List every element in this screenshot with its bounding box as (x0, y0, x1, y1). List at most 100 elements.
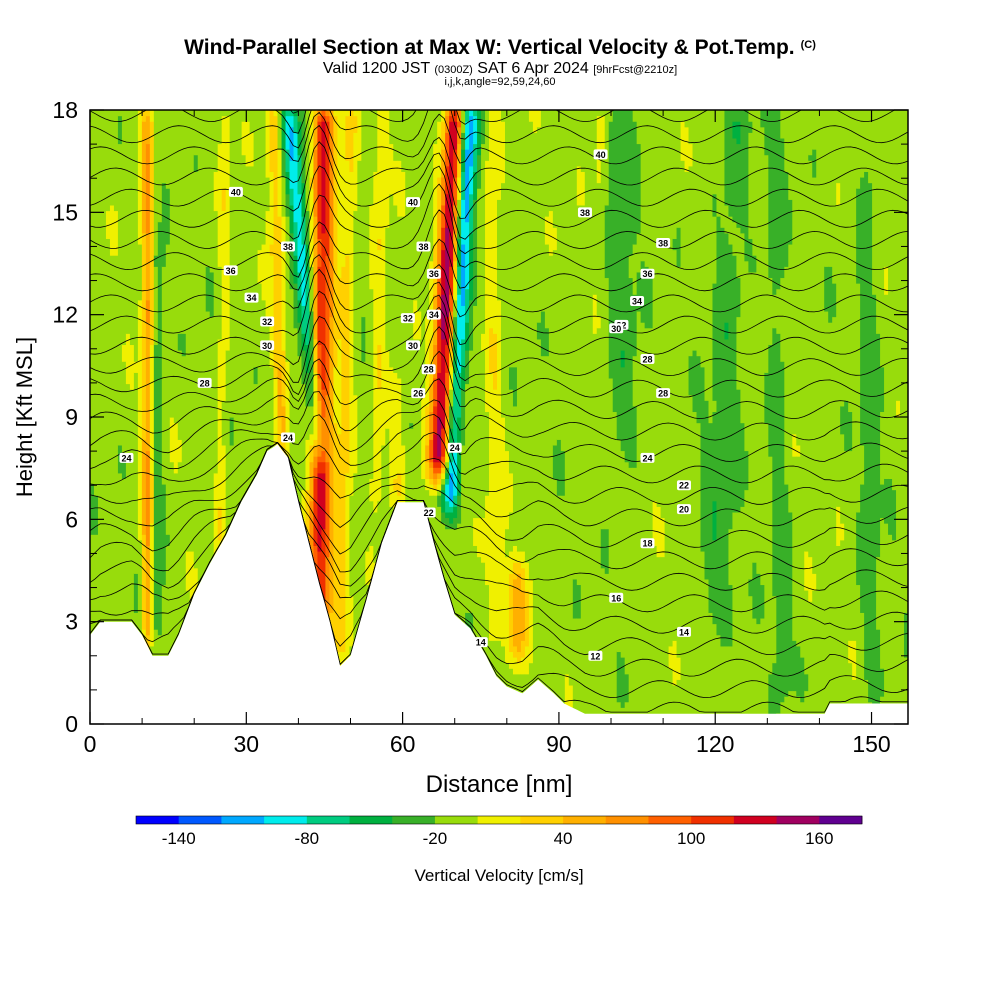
velocity-cell (377, 389, 382, 502)
velocity-cell (804, 110, 809, 552)
velocity-cell (772, 110, 777, 295)
velocity-cell (600, 567, 606, 724)
velocity-cell (425, 478, 430, 491)
velocity-cell (141, 110, 147, 122)
velocity-cell (493, 389, 498, 641)
svg-text:34: 34 (247, 293, 257, 303)
velocity-cell (600, 528, 606, 569)
velocity-cell (636, 271, 642, 312)
velocity-cell (880, 483, 885, 519)
velocity-cell (672, 238, 678, 251)
velocity-cell (165, 110, 171, 189)
velocity-cell (501, 121, 506, 184)
velocity-cell (317, 400, 323, 446)
velocity-cell (836, 182, 841, 206)
velocity-cell (333, 422, 338, 647)
velocity-cell (493, 110, 498, 334)
velocity-cell (133, 573, 139, 613)
velocity-cell (692, 350, 698, 413)
velocity-cell (345, 472, 350, 669)
velocity-cell (437, 478, 442, 485)
velocity-cell (880, 668, 885, 697)
velocity-cell (449, 472, 454, 502)
velocity-cell (377, 110, 382, 239)
svg-text:28: 28 (658, 389, 668, 399)
velocity-cell (445, 110, 450, 117)
velocity-cell (409, 422, 414, 429)
velocity-cell (437, 489, 442, 496)
velocity-cell (688, 143, 694, 167)
velocity-cell (317, 472, 323, 552)
velocity-cell (712, 216, 718, 284)
velocity-cell (449, 333, 454, 351)
velocity-cell (197, 110, 203, 724)
contour-label: 36 (426, 268, 441, 279)
velocity-cell (632, 355, 638, 407)
velocity-cell (449, 500, 454, 507)
velocity-cell (580, 171, 586, 206)
velocity-cell (121, 456, 127, 479)
velocity-cell (904, 110, 908, 613)
velocity-cell (333, 115, 338, 368)
velocity-cell (540, 310, 546, 357)
velocity-cell (333, 110, 338, 117)
velocity-cell (473, 171, 478, 200)
velocity-cell (425, 110, 430, 318)
velocity-cell (329, 316, 334, 613)
velocity-cell (712, 623, 718, 724)
velocity-cell (309, 433, 315, 446)
svg-text:40: 40 (596, 150, 606, 160)
velocity-cell (205, 266, 211, 312)
velocity-cell (253, 366, 259, 385)
contour-label: 40 (228, 186, 243, 197)
velocity-cell (616, 651, 622, 703)
contour-label: 28 (656, 388, 671, 399)
velocity-cell (417, 338, 422, 535)
contour-labels: 4040403838383836363634343432323230303028… (119, 149, 691, 661)
velocity-cell (133, 361, 139, 373)
velocity-cell (516, 562, 522, 574)
velocity-cell (449, 511, 454, 524)
colorbar-label: Vertical Velocity [cm/s] (414, 866, 583, 885)
svg-text:36: 36 (429, 269, 439, 279)
contour-label: 16 (609, 592, 624, 603)
velocity-cell (568, 684, 574, 724)
isentrope-line (90, 110, 908, 149)
y-tick-label: 6 (65, 506, 78, 532)
svg-text:32: 32 (262, 317, 272, 327)
velocity-cell (337, 277, 342, 340)
velocity-cell (461, 149, 466, 172)
velocity-cell (696, 422, 702, 724)
velocity-cell (145, 115, 151, 145)
velocity-cell (620, 657, 626, 708)
velocity-cell (760, 584, 765, 619)
velocity-cell (600, 110, 606, 117)
velocity-cell (732, 121, 738, 139)
velocity-cell (445, 193, 450, 228)
velocity-cell (624, 461, 630, 675)
velocity-cell (576, 204, 582, 586)
velocity-cell (437, 271, 442, 318)
velocity-cell (648, 271, 654, 329)
velocity-cell (453, 149, 458, 178)
velocity-cell (165, 188, 171, 245)
velocity-cell (305, 439, 311, 491)
velocity-cell (293, 255, 299, 284)
velocity-cell (672, 110, 678, 239)
velocity-cell (373, 511, 378, 563)
velocity-cell (696, 355, 702, 424)
velocity-cell (437, 417, 442, 457)
velocity-cell (796, 110, 801, 446)
velocity-cell (345, 160, 350, 256)
colorbar-tick-label: 100 (677, 829, 705, 848)
velocity-cell (313, 372, 319, 440)
velocity-cell (165, 534, 171, 546)
velocity-cell (301, 182, 307, 217)
velocity-cell (840, 433, 845, 524)
velocity-cell (832, 110, 837, 284)
velocity-cell (516, 651, 522, 664)
svg-text:30: 30 (611, 324, 621, 334)
velocity-cell (325, 461, 331, 558)
velocity-cell (109, 110, 115, 206)
x-tick-label: 150 (852, 731, 890, 757)
